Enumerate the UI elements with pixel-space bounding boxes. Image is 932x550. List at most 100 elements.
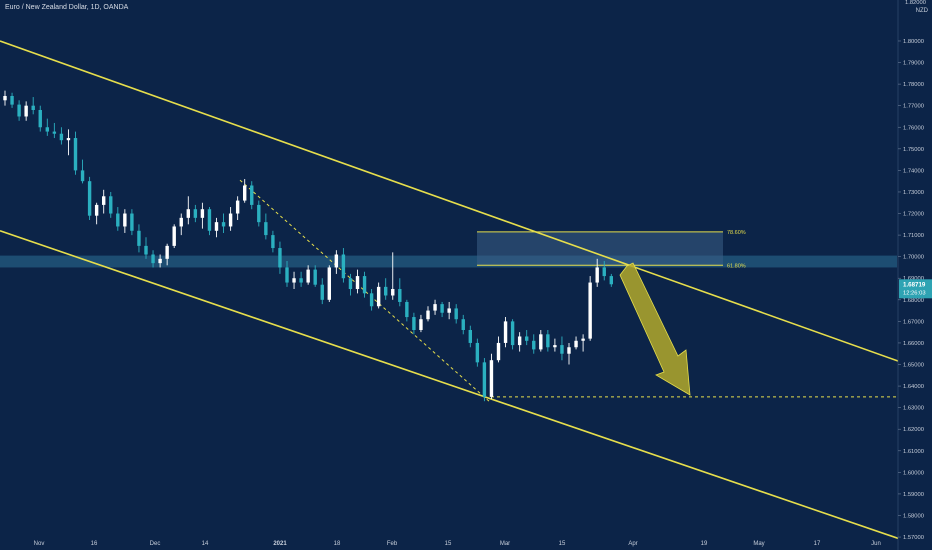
- candle-body: [3, 95, 7, 101]
- candle-body: [341, 254, 346, 279]
- candle-body: [24, 105, 28, 117]
- candle-body: [454, 308, 458, 320]
- candle-body: [193, 209, 198, 218]
- x-tick-label: Apr: [628, 541, 637, 547]
- y-tick-label: 1.71000: [903, 233, 924, 239]
- candle-body: [10, 95, 14, 105]
- candle-body: [475, 342, 480, 363]
- y-tick-label: 1.61000: [903, 449, 924, 455]
- candle-body: [581, 338, 585, 341]
- candle-body: [257, 204, 261, 223]
- candle-body: [426, 310, 430, 320]
- candle-body: [405, 301, 409, 318]
- y-tick-label: 1.77000: [903, 104, 924, 110]
- candle-body: [539, 334, 543, 350]
- candle-body: [510, 321, 515, 346]
- current-price: 1.68719: [903, 281, 926, 288]
- candle-body: [87, 181, 92, 216]
- x-tick-label: 15: [445, 541, 452, 547]
- candle-body: [299, 278, 303, 283]
- fib-label: 61.80%: [727, 263, 746, 269]
- x-tick-label: Mar: [500, 541, 510, 547]
- candle-body: [595, 267, 599, 283]
- x-tick-label: 17: [814, 541, 821, 547]
- candle-body: [334, 254, 339, 268]
- candle-body: [73, 138, 78, 171]
- candle-body: [419, 319, 423, 330]
- candle-body: [588, 282, 592, 339]
- candle-body: [250, 185, 254, 205]
- price-axis-bg: [898, 0, 932, 550]
- y-tick-label: 1.59000: [903, 492, 924, 498]
- x-tick-label: 2021: [273, 541, 287, 547]
- candle-body: [306, 269, 310, 283]
- candle-body: [391, 289, 395, 296]
- y-tick-label: 1.82000: [905, 0, 926, 6]
- candle-body: [517, 336, 522, 346]
- candle-body: [45, 127, 49, 132]
- candle-body: [355, 276, 360, 290]
- channel-upper-line: [0, 40, 932, 374]
- y-tick-label: 1.79000: [903, 61, 924, 67]
- candle-body: [59, 133, 64, 141]
- x-tick-label: 16: [91, 541, 98, 547]
- fib-label: 78.60%: [727, 230, 746, 236]
- candle-body: [271, 235, 275, 249]
- candle-body: [348, 278, 353, 290]
- candle-body: [376, 286, 381, 307]
- price-tag: [899, 279, 932, 299]
- x-tick-label: Dec: [150, 541, 161, 547]
- candle-body: [137, 230, 141, 246]
- candle-body: [235, 200, 240, 214]
- candle-body: [412, 317, 416, 330]
- candle-body: [532, 340, 536, 350]
- channel-lower-line: [0, 230, 932, 550]
- y-tick-label: 1.72000: [903, 212, 924, 218]
- candle-body: [320, 284, 324, 300]
- candle-body: [433, 304, 437, 311]
- x-tick-label: 15: [559, 541, 566, 547]
- y-tick-label: 1.80000: [903, 39, 924, 45]
- y-tick-label: 1.73000: [903, 190, 924, 196]
- resistance-zone: [0, 255, 897, 268]
- candle-body: [102, 196, 106, 205]
- candle-body: [264, 222, 268, 236]
- candle-body: [186, 209, 190, 218]
- candle-body: [285, 267, 289, 283]
- candle-body: [496, 342, 501, 361]
- candle-body: [482, 362, 487, 397]
- dashed-trend-line: [239, 179, 490, 402]
- candle-body: [165, 245, 169, 259]
- candle-body: [80, 170, 85, 182]
- candle-body: [38, 110, 42, 128]
- candle-body: [609, 276, 613, 285]
- x-tick-label: 19: [701, 541, 708, 547]
- candle-body: [574, 340, 578, 348]
- candle-body: [398, 289, 402, 302]
- candle-body: [292, 278, 296, 283]
- y-tick-label: 1.68000: [903, 298, 924, 304]
- candle-body: [440, 304, 444, 313]
- candle-body: [553, 345, 557, 348]
- candle-body: [468, 330, 472, 343]
- x-tick-label: Feb: [387, 541, 398, 547]
- candle-body: [158, 258, 162, 264]
- candle-body: [447, 308, 451, 313]
- candle-body: [179, 217, 183, 227]
- projection-arrow: [619, 262, 691, 396]
- candle-body: [369, 293, 374, 307]
- candle-body: [243, 185, 247, 201]
- candle-body: [313, 269, 317, 285]
- y-tick-label: 1.76000: [903, 125, 924, 131]
- x-tick-label: 18: [334, 541, 341, 547]
- candle-body: [602, 267, 606, 277]
- candle-body: [207, 209, 212, 231]
- candle-countdown: 12:26:03: [903, 290, 926, 296]
- x-tick-label: May: [753, 541, 764, 547]
- y-tick-label: 1.78000: [903, 82, 924, 88]
- y-tick-label: 1.60000: [903, 470, 924, 476]
- candle-body: [109, 196, 113, 214]
- y-tick-label: 1.64000: [903, 384, 924, 390]
